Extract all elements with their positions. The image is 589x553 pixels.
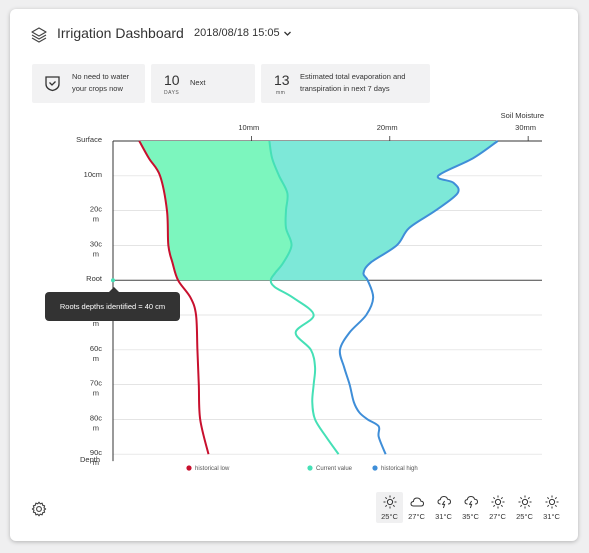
sun-icon <box>518 495 531 509</box>
date-value: 2018/08/18 15:05 <box>194 27 280 39</box>
y-tick-label-line2: m <box>93 458 99 467</box>
stat-evaporation-line1: Estimated total evaporation and <box>300 72 406 81</box>
sun-icon <box>491 495 504 509</box>
forecast-day[interactable]: 35°C <box>457 492 484 523</box>
legend-marker <box>372 465 378 471</box>
stat-evaporation: 13 mm Estimated total evaporation and tr… <box>261 64 430 103</box>
y-tick-label-line2: m <box>93 389 99 398</box>
forecast-temp: 31°C <box>543 512 560 521</box>
stat-evaporation-value: 13 <box>274 72 290 88</box>
forecast-temp: 31°C <box>435 512 452 521</box>
forecast-day[interactable]: 25°C <box>376 492 403 523</box>
root-marker <box>111 278 115 283</box>
legend-marker <box>186 465 192 471</box>
y-tick-label: 30c <box>90 239 102 248</box>
y-tick-label-line2: m <box>93 354 99 363</box>
stat-next-label: Next <box>190 78 206 87</box>
y-tick-label: Root <box>86 274 103 283</box>
legend-label: historical low <box>195 466 230 472</box>
stat-evaporation-line2: transpiration in next 7 days <box>300 84 390 93</box>
series-line-historical-low <box>138 140 210 455</box>
y-tick-label: Surface <box>76 135 102 144</box>
high-fill-area <box>269 141 498 281</box>
sun-icon <box>383 495 396 509</box>
legend-marker <box>307 465 313 471</box>
depth-label: Depth <box>80 455 100 464</box>
y-tick-label-line2: m <box>93 249 99 258</box>
stat-watering-line2: your crops now <box>72 84 123 93</box>
forecast-temp: 25°C <box>516 512 533 521</box>
y-tick-label: 10cm <box>84 170 102 179</box>
series-line-historical-high <box>338 140 499 455</box>
thunder-icon <box>463 495 478 509</box>
x-axis-title: Soil Moisture <box>501 111 544 120</box>
y-tick-label: 90c <box>90 448 102 457</box>
stat-watering: No need to water your crops now <box>32 64 145 103</box>
x-tick-label: 30mm <box>515 123 536 132</box>
shield-check-icon <box>45 76 60 92</box>
cloud-icon <box>409 497 424 507</box>
legend-label: historical high <box>381 466 418 472</box>
current-fill-area <box>139 141 292 281</box>
forecast-temp: 35°C <box>462 512 479 521</box>
series-line-current-value <box>268 140 340 455</box>
root-depth-tooltip: Roots depths identified = 40 cm <box>45 287 180 321</box>
forecast-temp: 27°C <box>489 512 506 521</box>
stat-next: 10 DAYS Next <box>151 64 255 103</box>
y-tick-label: 70c <box>90 379 102 388</box>
y-tick-label: 20c <box>90 205 102 214</box>
date-selector[interactable]: 2018/08/18 15:05 <box>194 27 292 39</box>
forecast-day[interactable]: 27°C <box>403 492 430 523</box>
y-tick-label: 80c <box>90 413 102 422</box>
forecast-day[interactable]: 31°C <box>430 492 457 523</box>
y-tick-label-line2: m <box>93 215 99 224</box>
forecast-temp: 25°C <box>381 512 398 521</box>
forecast-day[interactable]: 31°C <box>538 492 565 523</box>
page-title: Irrigation Dashboard <box>57 25 184 41</box>
forecast-day[interactable]: 25°C <box>511 492 538 523</box>
y-tick-label: 60c <box>90 344 102 353</box>
forecast-day[interactable]: 27°C <box>484 492 511 523</box>
stat-next-value: 10 <box>164 72 180 88</box>
y-tick-label-line2: m <box>93 423 99 432</box>
legend-label: Current value <box>316 466 353 472</box>
gear-icon[interactable] <box>31 501 47 517</box>
stat-watering-line1: No need to water <box>72 72 130 81</box>
weather-forecast: 25°C 27°C 31°C 35°C 27°C 25°C 31°C <box>376 492 565 523</box>
forecast-temp: 27°C <box>408 512 425 521</box>
chevron-down-icon <box>283 31 291 36</box>
thunder-icon <box>436 495 451 509</box>
x-tick-label: 10mm <box>238 123 259 132</box>
x-tick-label: 20mm <box>377 123 398 132</box>
sun-icon <box>545 495 558 509</box>
y-tick-label-line2: m <box>93 319 99 328</box>
layers-icon[interactable] <box>30 26 48 44</box>
stat-next-unit: DAYS <box>164 90 180 96</box>
stat-evaporation-unit: mm <box>276 90 286 96</box>
